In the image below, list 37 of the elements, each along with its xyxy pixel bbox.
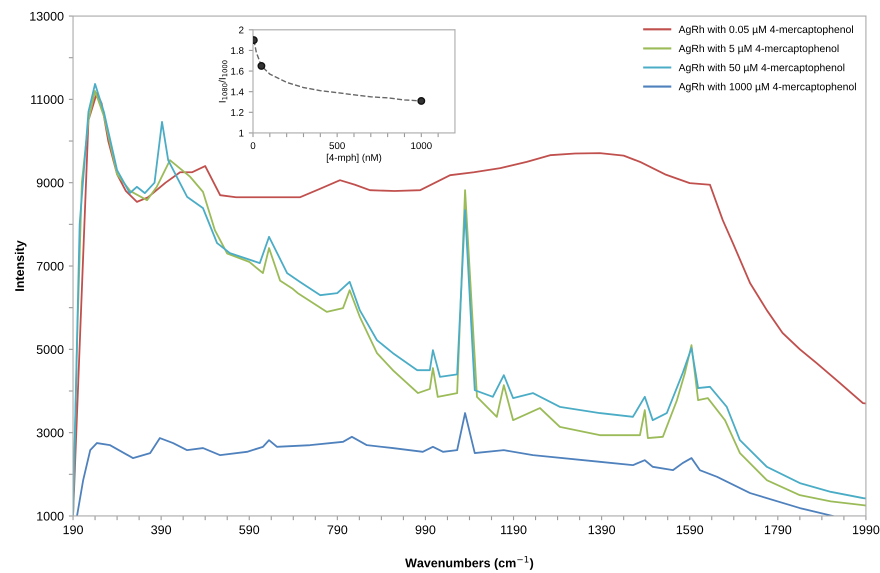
y-tick-label: 2 [239, 26, 244, 34]
x-tick-label: 990 [416, 525, 436, 534]
y-tick-label: 7000 [36, 262, 64, 271]
y-tick-label: 5000 [36, 345, 64, 354]
y-tick-label: 1.8 [231, 47, 244, 54]
legend-label: AgRh with 0.05 µM 4-mercaptophenol [678, 25, 853, 36]
point [257, 62, 266, 70]
x-tick-label: 1390 [588, 525, 616, 534]
x-tick-label: 1590 [676, 525, 704, 534]
legend-label: AgRh with 1000 µM 4-mercaptophenol [678, 82, 856, 92]
x-tick-label: 1190 [501, 525, 526, 534]
y-axis-title: I$_{1080}$/I$_{1000}$ [218, 60, 228, 102]
x-tick-label: 390 [151, 525, 172, 534]
y-tick-label: 1 [239, 130, 244, 136]
x-tick-label: 1000 [411, 142, 432, 150]
legend-label: AgRh with 5 µM 4-mercaptophenol [678, 44, 838, 54]
y-tick-label: 9000 [36, 178, 64, 188]
y-tick-label: 3000 [36, 428, 64, 438]
x-tick-label: 590 [239, 525, 260, 534]
y-tick-label: 1.2 [231, 109, 244, 116]
x-tick-label: 790 [328, 525, 348, 534]
x-tick-label: 1790 [764, 525, 792, 534]
y-tick-label: 11000 [31, 95, 64, 104]
x-tick-label: 190 [64, 525, 83, 534]
x-tick-label: 0 [250, 142, 256, 150]
y-tick-label: 13000 [30, 12, 64, 21]
y-tick-label: 1000 [37, 512, 64, 521]
x-axis-title: [4-mph] (nM) [326, 154, 382, 163]
x-tick-label: 500 [329, 142, 345, 150]
y-axis-title: Intensity [14, 240, 26, 291]
line-series [76, 412, 834, 516]
x-axis-title: Wavenumbers (cm$^{−1}$) [405, 556, 534, 570]
legend-label: AgRh with 50 µM 4-mercaptophenol [678, 64, 844, 74]
y-tick-label: 1.4 [231, 88, 244, 96]
y-tick-label: 1.6 [231, 68, 244, 75]
x-tick-label: 1990 [852, 525, 880, 534]
point [417, 97, 426, 105]
